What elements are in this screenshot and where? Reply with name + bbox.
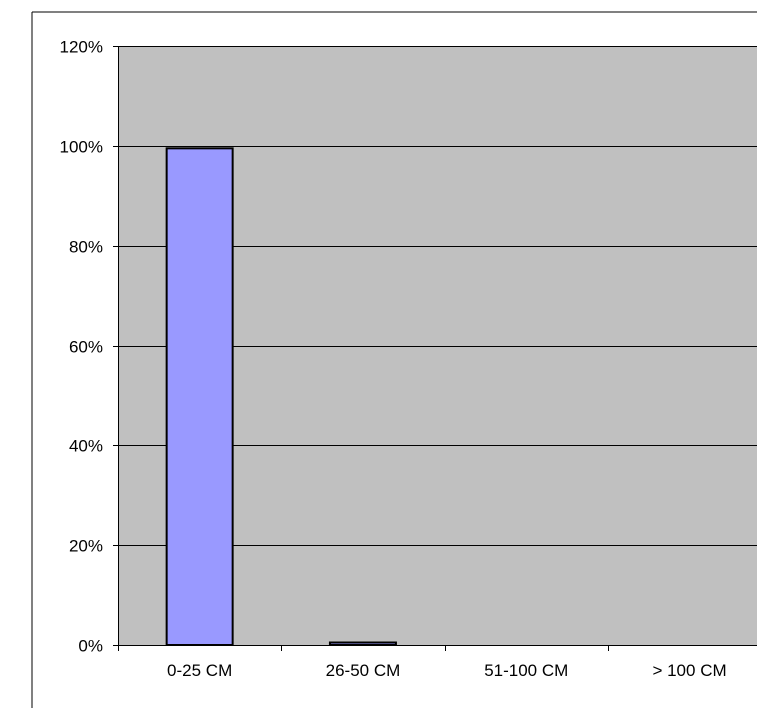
y-tick-label: 120% xyxy=(60,38,103,57)
x-tick-label: 0-25 CM xyxy=(167,661,232,680)
x-tick-label: 51-100 CM xyxy=(484,661,568,680)
x-tick-labels: 0-25 CM 26-50 CM 51-100 CM > 100 CM xyxy=(167,661,727,680)
y-tick-label: 20% xyxy=(69,537,103,556)
bars xyxy=(165,147,397,646)
axes xyxy=(113,46,757,651)
y-tick-label: 60% xyxy=(69,338,103,357)
y-tick-labels: 0% 20% 40% 60% 80% 100% 120% xyxy=(60,38,103,656)
y-tick-label: 40% xyxy=(69,437,103,456)
bar-1 xyxy=(165,147,234,646)
y-tick-label: 0% xyxy=(78,637,103,656)
y-tick-label: 80% xyxy=(69,238,103,257)
y-tick-label: 100% xyxy=(60,138,103,157)
x-tick-label: > 100 CM xyxy=(652,661,726,680)
bar-2 xyxy=(328,641,397,646)
x-tick-label: 26-50 CM xyxy=(326,661,401,680)
